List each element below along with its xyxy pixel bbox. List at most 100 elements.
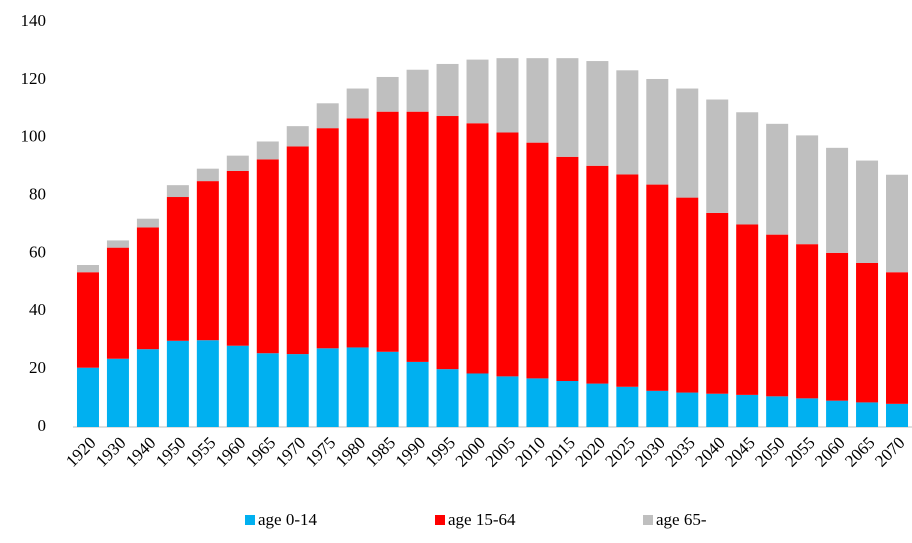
bar-segment — [526, 378, 549, 427]
bar-segment — [736, 112, 759, 225]
bar-segment — [256, 353, 279, 427]
bar-segment — [856, 262, 879, 403]
y-tick-label: 60 — [29, 242, 46, 261]
bar-segment — [886, 403, 909, 427]
bar-segment — [856, 160, 879, 263]
x-tick-label: 1975 — [302, 433, 339, 470]
bar-segment — [346, 118, 369, 348]
bar-segment — [256, 159, 279, 354]
bar-segment — [406, 361, 429, 427]
bar-segment — [676, 197, 699, 393]
bar-segment — [286, 354, 309, 427]
bar-segment — [556, 156, 579, 382]
x-tick-label: 1930 — [92, 433, 129, 470]
bar-segment — [376, 351, 399, 427]
bar-segment — [286, 146, 309, 355]
x-tick-label: 2025 — [601, 433, 638, 470]
bar-segment — [436, 369, 459, 427]
bar-segment — [406, 69, 429, 112]
bar-segment — [466, 123, 489, 374]
bar-segment — [586, 61, 609, 166]
bar-segment — [136, 349, 159, 427]
bar-segment — [286, 126, 309, 147]
bar-segment — [556, 381, 579, 427]
x-tick-label: 1920 — [62, 433, 99, 470]
bar-segment — [226, 345, 249, 427]
x-tick-label: 2060 — [811, 433, 848, 470]
bar-segment — [646, 78, 669, 185]
x-tick-label: 1955 — [182, 433, 219, 470]
x-tick-label: 2005 — [482, 433, 519, 470]
x-tick-label: 2020 — [571, 433, 608, 470]
y-tick-label: 140 — [21, 11, 47, 30]
bar-segment — [106, 358, 129, 427]
bar-segment — [616, 386, 639, 427]
bar-segment — [166, 185, 189, 198]
bar-segment — [736, 394, 759, 427]
x-tick-label: 1960 — [212, 433, 249, 470]
bar-segment — [106, 240, 129, 248]
x-tick-label: 1950 — [152, 433, 189, 470]
bar-segment — [406, 111, 429, 362]
x-tick-label: 1995 — [422, 433, 459, 470]
bar-segment — [676, 392, 699, 427]
legend-swatch — [245, 515, 255, 525]
bar-segment — [496, 58, 519, 133]
bar-segment — [706, 393, 729, 427]
bar-segment — [76, 367, 99, 427]
x-tick-label: 2015 — [542, 433, 579, 470]
bar-segment — [526, 142, 549, 379]
bar-segment — [226, 155, 249, 171]
bar-segment — [346, 347, 369, 427]
bar-segment — [886, 174, 909, 273]
bar-segment — [646, 390, 669, 427]
bar-segment — [76, 272, 99, 368]
bar-segment — [316, 348, 339, 427]
bar-segment — [226, 170, 249, 346]
bar-segment — [736, 224, 759, 395]
x-tick-label: 1940 — [122, 433, 159, 470]
y-tick-label: 20 — [29, 358, 46, 377]
x-tick-label: 2045 — [721, 433, 758, 470]
bar-segment — [586, 165, 609, 384]
bar-segment — [166, 197, 189, 341]
x-tick-label: 1990 — [392, 433, 429, 470]
legend-label: age 15-64 — [448, 510, 516, 529]
bar-segment — [346, 88, 369, 119]
x-tick-label: 1980 — [332, 433, 369, 470]
bar-segment — [616, 70, 639, 175]
bar-segment — [496, 376, 519, 427]
x-tick-label: 2070 — [871, 433, 908, 470]
x-tick-label: 2055 — [781, 433, 818, 470]
bar-segment — [706, 212, 729, 394]
bar-segment — [616, 174, 639, 387]
x-tick-label: 2010 — [512, 433, 549, 470]
x-tick-label: 1970 — [272, 433, 309, 470]
legend-swatch — [643, 515, 653, 525]
x-tick-label: 2040 — [691, 433, 728, 470]
bar-segment — [196, 168, 219, 182]
bar-segment — [796, 398, 819, 427]
bar-segment — [436, 63, 459, 117]
bar-segment — [676, 88, 699, 198]
y-tick-label: 40 — [29, 300, 46, 319]
bar-segment — [856, 402, 879, 427]
bar-segment — [196, 340, 219, 427]
legend-label: age 0-14 — [258, 510, 318, 529]
bar-segment — [106, 247, 129, 359]
bar-segment — [196, 181, 219, 341]
y-tick-label: 80 — [29, 184, 46, 203]
x-tick-label: 1985 — [362, 433, 399, 470]
y-tick-label: 0 — [38, 416, 47, 435]
bar-segment — [706, 99, 729, 213]
bar-segment — [136, 218, 159, 228]
x-tick-label: 2000 — [452, 433, 489, 470]
bar-segment — [316, 128, 339, 349]
bar-segment — [376, 111, 399, 352]
bar-segment — [166, 340, 189, 427]
x-tick-label: 2030 — [631, 433, 668, 470]
bar-segment — [826, 400, 849, 427]
bar-segment — [766, 123, 789, 235]
bar-segment — [766, 234, 789, 397]
